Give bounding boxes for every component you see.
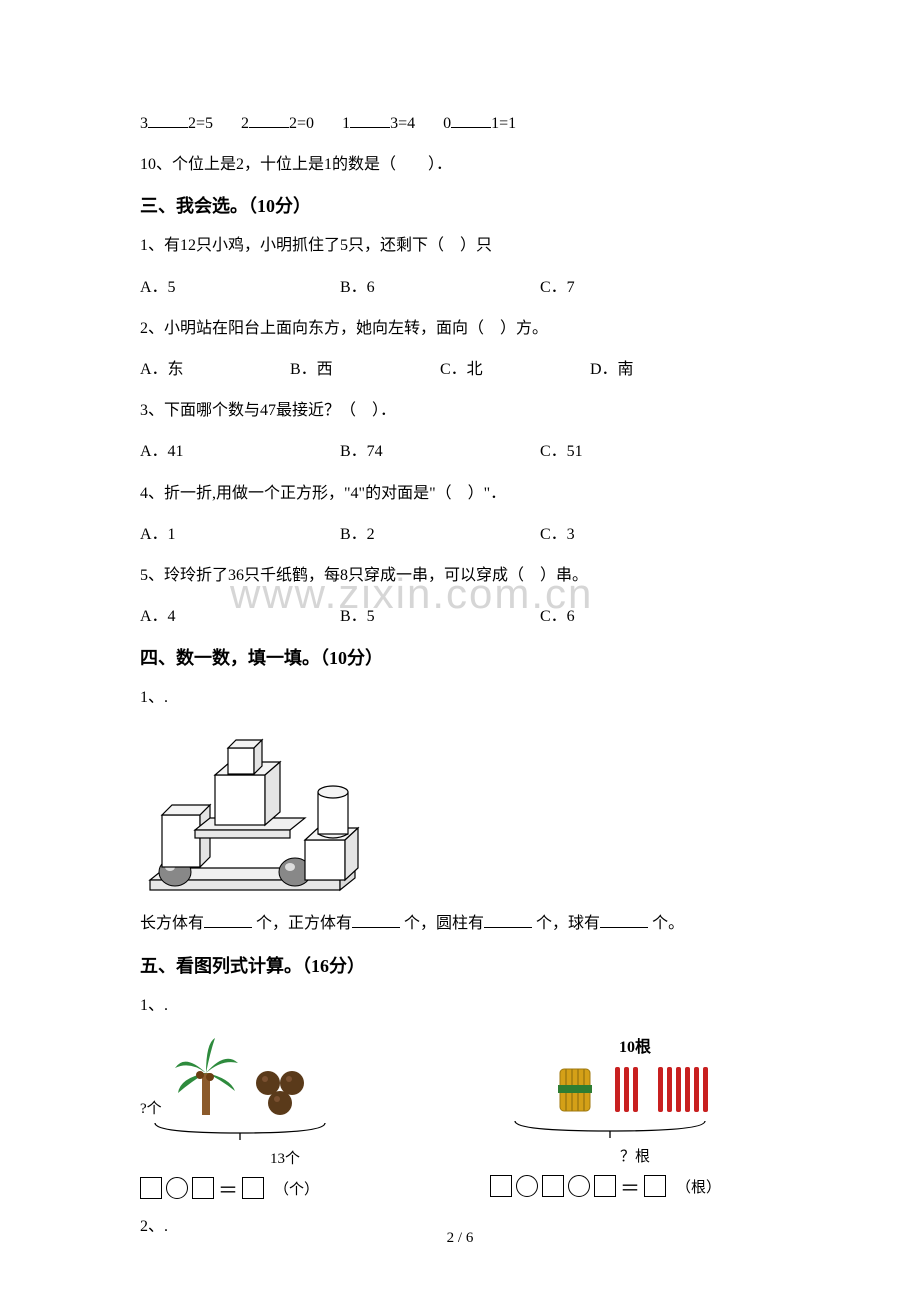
s3-q2-d: D．南: [590, 356, 634, 383]
s5-q1-prefix: 1、.: [140, 992, 780, 1019]
s3-q4-b: B．2: [340, 521, 540, 548]
s3-q2-b: B．西: [290, 356, 440, 383]
equals-sign: ＝: [218, 1174, 238, 1203]
s4-fill-line: 长方体有 个，正方体有 个，圆柱有 个，球有 个。: [140, 910, 780, 937]
section-3-title: 三、我会选。（10分）: [140, 192, 780, 218]
left-bracket: [140, 1118, 340, 1146]
s3-q5-a: A．4: [140, 603, 340, 630]
eq-box: [490, 1175, 512, 1197]
right-equation: ＝ （根）: [490, 1172, 780, 1201]
left-total-label: 13个: [140, 1147, 430, 1168]
right-question-label: ？根: [490, 1145, 780, 1166]
section-5-title: 五、看图列式计算。（16分）: [140, 952, 780, 978]
s3-q3-b: B．74: [340, 438, 540, 465]
eq-1: 32=5: [140, 110, 213, 137]
section-4-title: 四、数一数，填一填。（10分）: [140, 644, 780, 670]
left-unit: （个）: [274, 1178, 319, 1199]
s5-right-figure: 10根: [490, 1033, 780, 1203]
s3-q2-a: A．东: [140, 356, 290, 383]
s3-q2-stem: 2、小明站在阳台上面向东方，她向左转，面向（ ）方。: [140, 315, 780, 342]
eq-op: [166, 1177, 188, 1199]
top-equations-row: 32=5 22=0 13=4 01=1: [140, 110, 780, 137]
s3-q1-a: A．5: [140, 274, 340, 301]
shapes-figure: [140, 730, 380, 900]
s3-q4-stem: 4、折一折,用做一个正方形，"4"的对面是"（ ）"．: [140, 480, 780, 507]
s3-q2-options: A．东 B．西 C．北 D．南: [140, 356, 780, 383]
s3-q1-c: C．7: [540, 274, 575, 301]
s5-figures-row: ?个: [140, 1033, 780, 1203]
stick-bundle-icon: [554, 1061, 598, 1116]
palm-tree-icon: [170, 1033, 240, 1118]
right-bracket: [500, 1116, 720, 1144]
eq-box: [594, 1175, 616, 1197]
s3-q3-options: A．41 B．74 C．51: [140, 438, 780, 465]
eq-box: [242, 1177, 264, 1199]
eq-box: [644, 1175, 666, 1197]
question-10: 10、个位上是2，十位上是1的数是（ ）．: [140, 151, 780, 178]
eq-op: [516, 1175, 538, 1197]
eq-op: [568, 1175, 590, 1197]
sticks-6-icon: [656, 1061, 716, 1116]
s5-left-figure: ?个: [140, 1033, 430, 1203]
equals-sign: ＝: [620, 1172, 640, 1201]
eq-3: 13=4: [342, 110, 415, 137]
s3-q4-options: A．1 B．2 C．3: [140, 521, 780, 548]
coconuts-icon: [248, 1063, 338, 1118]
eq-box: [542, 1175, 564, 1197]
right-top-label: 10根: [490, 1033, 780, 1057]
s5-q2-prefix: 2、.: [140, 1213, 780, 1240]
right-unit: （根）: [676, 1176, 721, 1197]
s3-q5-c: C．6: [540, 603, 575, 630]
s3-q5-options: A．4 B．5 C．6: [140, 603, 780, 630]
sticks-3-icon: [612, 1061, 642, 1116]
left-equation: ＝ （个）: [140, 1174, 430, 1203]
s3-q5-stem: 5、玲玲折了36只千纸鹤，每8只穿成一串，可以穿成（ ）串。: [140, 562, 780, 589]
s3-q2-c: C．北: [440, 356, 590, 383]
s3-q4-c: C．3: [540, 521, 575, 548]
s3-q1-b: B．6: [340, 274, 540, 301]
s3-q3-c: C．51: [540, 438, 583, 465]
eq-4: 01=1: [443, 110, 516, 137]
eq-2: 22=0: [241, 110, 314, 137]
s3-q5-b: B．5: [340, 603, 540, 630]
s3-q1-options: A．5 B．6 C．7: [140, 274, 780, 301]
left-question-label: ?个: [140, 1097, 162, 1118]
s3-q4-a: A．1: [140, 521, 340, 548]
eq-box: [192, 1177, 214, 1199]
s3-q3-stem: 3、下面哪个数与47最接近？（ ）．: [140, 397, 780, 424]
s3-q1-stem: 1、有12只小鸡，小明抓住了5只，还剩下（ ）只: [140, 232, 780, 259]
eq-box: [140, 1177, 162, 1199]
s4-q1-prefix: 1、.: [140, 684, 780, 711]
page-content: 32=5 22=0 13=4 01=1 10、个位上是2，十位上是1的数是（ ）…: [140, 110, 780, 1240]
s3-q3-a: A．41: [140, 438, 340, 465]
